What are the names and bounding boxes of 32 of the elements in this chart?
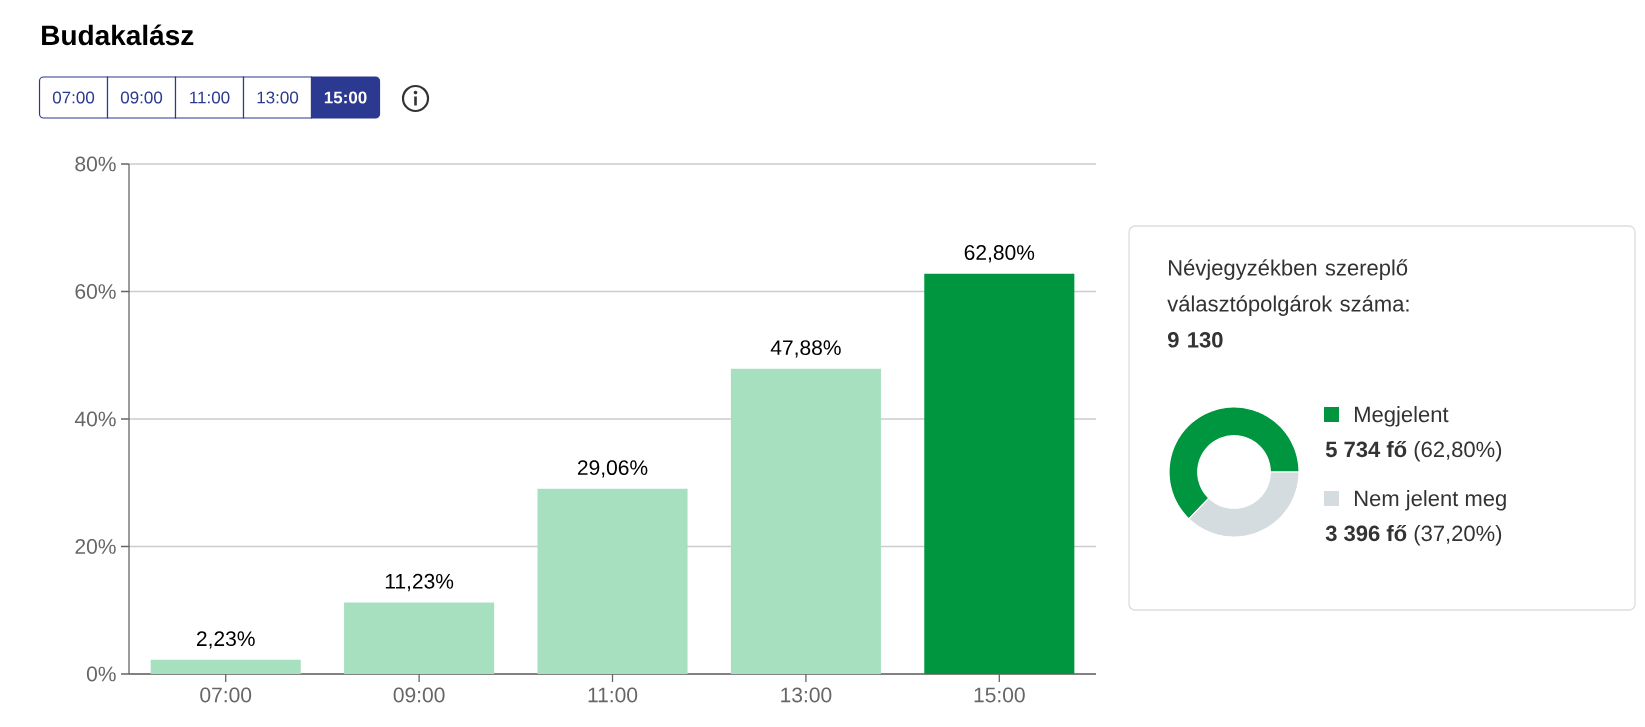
- data-label: 5 734 fő (62,80%): [1325, 441, 1502, 462]
- legend-label: Nem jelent meg: [1355, 490, 1506, 511]
- bar: [537, 488, 688, 674]
- bar: [344, 602, 495, 674]
- y-tick-label: 80%: [75, 156, 116, 172]
- data-label: 29,06%: [577, 460, 648, 478]
- y-tick-label: 20%: [75, 539, 116, 554]
- bar: [730, 368, 881, 674]
- y-tick-label: 60%: [75, 284, 116, 299]
- x-tick-label: 09:00: [393, 687, 445, 703]
- x-tick-label: 15:00: [974, 687, 1025, 703]
- chart-title: Budakalász: [42, 24, 194, 46]
- legend-label: Megjelent: [1355, 406, 1449, 427]
- bar: [924, 273, 1075, 674]
- x-tick-label: 07:00: [200, 687, 252, 703]
- x-tick-label: 13:00: [781, 687, 832, 703]
- data-label: 11,23%: [385, 573, 454, 592]
- text: 07:00: [52, 91, 95, 104]
- bar: [150, 659, 301, 674]
- chart-title: Névjegyzékben szereplő választópolgárok száma:: [1167, 259, 1409, 316]
- x-tick-label: 11:00: [588, 687, 638, 703]
- y-tick-label: 40%: [74, 411, 116, 427]
- data-label: 47,88%: [770, 340, 841, 358]
- data-label: 3 396 fő (37,20%): [1325, 525, 1502, 546]
- text: 13:00: [257, 91, 299, 104]
- data-label: 62,80%: [964, 245, 1035, 263]
- text: 09:00: [120, 91, 163, 104]
- y-tick-label: 0%: [86, 666, 116, 682]
- chart-subtitle: 9 130: [1167, 332, 1223, 348]
- text: 11:00: [190, 91, 230, 104]
- data-label: 2,23%: [196, 631, 255, 649]
- text: 15:00: [324, 91, 367, 104]
